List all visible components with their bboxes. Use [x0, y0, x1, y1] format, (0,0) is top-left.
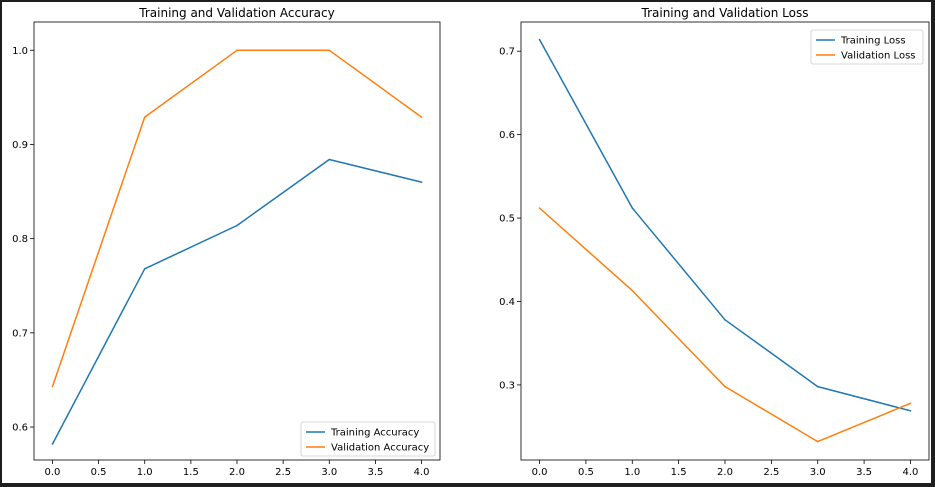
x-tick-label: 2.0 [229, 467, 245, 478]
data-point [816, 440, 819, 443]
x-tick-label: 0.5 [91, 467, 107, 478]
x-tick-label: 4.0 [903, 467, 919, 478]
x-tick-label: 1.0 [624, 467, 640, 478]
y-tick-label: 0.7 [499, 47, 515, 58]
plot-frame [520, 21, 930, 461]
legend: Training Accuracy Validation Accuracy [300, 421, 436, 457]
y-tick-label: 0.6 [12, 423, 28, 434]
chart-title: Training and Validation Loss [641, 6, 809, 20]
series-line-2 [51, 49, 422, 387]
data-point [51, 443, 54, 445]
data-point [538, 38, 541, 41]
data-point [816, 385, 819, 388]
data-point [420, 181, 423, 183]
x-tick-label: 3.5 [856, 467, 872, 478]
y-tick-label: 0.9 [12, 140, 28, 151]
data-point [909, 402, 912, 405]
y-tick-label: 0.4 [499, 297, 515, 308]
plot-frame [33, 21, 441, 461]
data-point [328, 158, 331, 161]
y-tick-label: 0.7 [12, 328, 28, 339]
series-line-2 [539, 207, 911, 443]
data-point [909, 409, 912, 412]
data-point [631, 289, 634, 292]
data-point [724, 385, 726, 388]
x-tick-label: 0.0 [532, 467, 548, 478]
y-tick-label: 0.8 [12, 234, 28, 245]
x-tick-label: 2.0 [717, 467, 733, 478]
legend-label-1: Training Accuracy [330, 428, 419, 439]
x-tick-label: 2.5 [763, 467, 779, 478]
data-point [236, 49, 238, 52]
y-tick-label: 1.0 [12, 46, 28, 57]
legend-label-2: Validation Accuracy [331, 443, 429, 454]
data-point [631, 207, 634, 209]
legend-label-1: Training Loss [840, 36, 906, 47]
legend-label-2: Validation Loss [841, 51, 916, 62]
data-point [724, 319, 726, 321]
x-tick-label: 3.0 [810, 467, 826, 478]
data-point [538, 207, 541, 209]
x-tick-label: 2.5 [275, 467, 291, 478]
data-point [328, 49, 331, 52]
x-tick-label: 4.0 [414, 467, 430, 478]
data-point [143, 267, 146, 270]
chart-title: Training and Validation Accuracy [138, 6, 334, 20]
x-tick-label: 0.0 [45, 467, 61, 478]
y-tick-label: 0.6 [499, 130, 515, 141]
chart-2: Training and Validation Loss 0.0 0.5 1.0 1.5… [499, 6, 930, 478]
y-tick-label: 0.5 [499, 214, 515, 225]
data-point [51, 385, 54, 388]
x-tick-label: 3.5 [367, 467, 383, 478]
legend: Training Loss Validation Loss [810, 29, 924, 65]
legend-box [300, 421, 436, 457]
x-tick-label: 1.0 [137, 467, 153, 478]
series-line-1 [538, 39, 911, 412]
chart-1: Training and Validation Accuracy 0.0 0.5 1.… [12, 6, 441, 478]
data-point [236, 224, 238, 227]
x-tick-label: 3.0 [321, 467, 337, 478]
x-tick-label: 1.5 [671, 467, 687, 478]
series-line-1 [51, 158, 422, 445]
y-tick-label: 0.3 [499, 380, 515, 391]
data-point [420, 116, 423, 118]
x-tick-label: 0.5 [578, 467, 594, 478]
legend-box [810, 29, 924, 65]
data-point [143, 116, 146, 118]
x-tick-label: 1.5 [183, 467, 199, 478]
